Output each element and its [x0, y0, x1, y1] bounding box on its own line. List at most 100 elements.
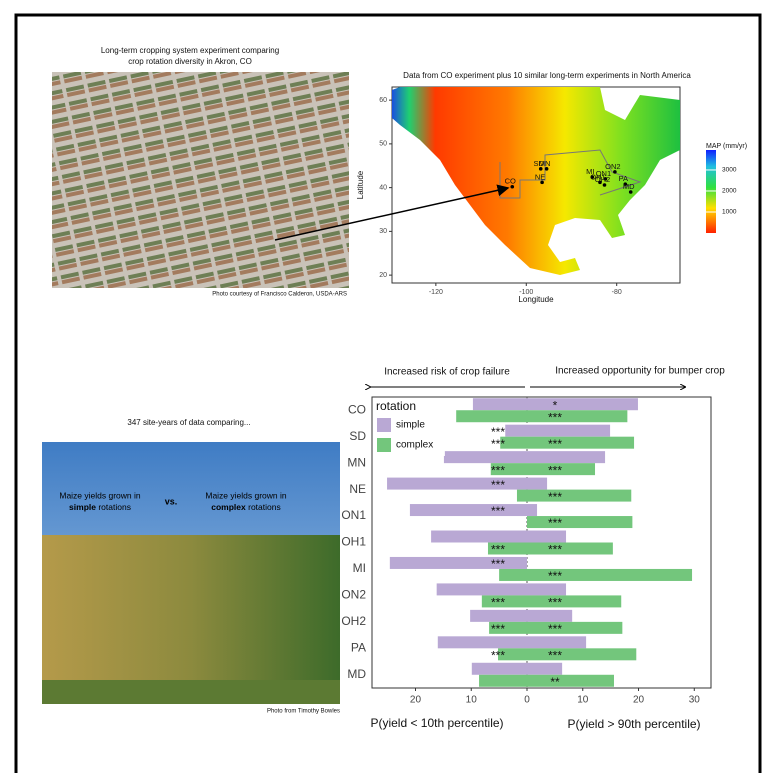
caption: Data from CO experiment plus 10 similar …	[403, 71, 691, 80]
site	[544, 167, 549, 171]
x-tick-label: 10	[577, 695, 589, 706]
significance: ***	[548, 437, 562, 451]
significance: *	[553, 398, 558, 412]
y-tick-label: NE	[349, 482, 366, 496]
bar	[499, 568, 693, 581]
site-label: NE	[535, 172, 545, 181]
bar	[479, 674, 614, 687]
vs: vs.	[165, 496, 178, 506]
x-tick-label: 10	[466, 695, 478, 706]
x-label: Longitude	[518, 295, 554, 304]
bar	[487, 542, 613, 555]
x-label: P(yield > 90th percentile)	[567, 717, 700, 731]
bar	[437, 636, 587, 649]
frame	[14, 13, 762, 773]
bar	[516, 489, 632, 502]
significance: ***	[491, 478, 505, 492]
y-tick-label: PA	[351, 640, 366, 654]
x-tick-label: -80	[612, 289, 622, 296]
site-label: MN	[539, 159, 551, 168]
significance: ***	[491, 504, 505, 518]
colorbar-label: 1000	[722, 209, 737, 216]
caption: Long-term cropping system experiment com…	[101, 46, 279, 55]
significance: ***	[491, 543, 505, 557]
y-tick-label: MD	[347, 667, 366, 681]
bar	[387, 477, 548, 490]
bar	[500, 436, 635, 449]
y-tick-label: ON1	[341, 508, 366, 522]
bar	[489, 621, 623, 634]
x-tick-label: 20	[633, 695, 645, 706]
bar	[505, 424, 611, 437]
y-tick-label: ON2	[341, 588, 366, 602]
bar	[409, 504, 538, 517]
photo-label: complex rotations	[211, 502, 280, 512]
site	[598, 180, 602, 185]
significance: ***	[548, 410, 562, 424]
significance: **	[550, 675, 560, 689]
legend-title: rotation	[376, 399, 416, 413]
significance: ***	[548, 543, 562, 557]
y-tick-label: OH1	[341, 535, 366, 549]
site-label: ON2	[605, 162, 620, 171]
bar	[470, 609, 573, 622]
bar	[498, 648, 637, 661]
significance: ***	[548, 569, 562, 583]
site-label: ON1	[596, 169, 611, 178]
y-tick-label: 20	[379, 272, 387, 279]
significance: ***	[491, 557, 505, 571]
bar	[471, 662, 563, 675]
bar	[527, 516, 633, 529]
significance: ***	[548, 596, 562, 610]
photo-label: Maize yields grown in	[59, 490, 141, 500]
legend-label: complex	[396, 440, 433, 451]
site-label: MI	[586, 167, 594, 176]
colorbar-title: MAP (mm/yr)	[706, 143, 747, 150]
credit: Photo courtesy of Francisco Calderon, US…	[212, 292, 347, 298]
bar	[490, 463, 596, 476]
site	[628, 190, 633, 194]
y-tick-label: 60	[379, 97, 387, 104]
x-tick-label: 30	[689, 695, 701, 706]
site	[590, 175, 595, 179]
text: rotations	[96, 502, 131, 512]
legend-swatch	[377, 438, 391, 452]
bar	[389, 556, 528, 569]
significance: ***	[491, 648, 505, 662]
y-tick-label: OH2	[341, 614, 366, 628]
y-tick-label: MN	[347, 455, 366, 469]
site	[613, 170, 617, 174]
site-label: OH2	[595, 175, 610, 184]
y-tick-label: 50	[379, 141, 387, 148]
significance: ***	[548, 463, 562, 477]
y-tick-label: 30	[379, 228, 387, 235]
bar	[472, 398, 638, 411]
colorbar-label: 3000	[722, 167, 737, 174]
text: rotations	[246, 502, 281, 512]
significance: ***	[548, 516, 562, 530]
land	[392, 87, 680, 275]
legend-swatch	[377, 418, 391, 432]
photo-label: simple rotations	[69, 502, 131, 512]
significance: ***	[491, 437, 505, 451]
site-label: MD	[623, 182, 635, 191]
caption: crop rotation diversity in Akron, CO	[128, 57, 252, 66]
site-label: CO	[505, 177, 516, 186]
bar	[481, 595, 622, 608]
bar	[443, 451, 606, 464]
caption: 347 site-years of data comparing...	[127, 418, 250, 427]
bar	[436, 583, 567, 596]
x-tick-label: -120	[429, 289, 443, 296]
photo-label: Maize yields grown in	[205, 490, 287, 500]
x-tick-label: 20	[410, 695, 422, 706]
colorbar	[706, 150, 716, 233]
bar	[456, 410, 628, 423]
state-lines	[499, 149, 642, 199]
bold: simple	[69, 502, 96, 512]
significance: ***	[548, 490, 562, 504]
y-tick-label: MI	[353, 561, 366, 575]
y-tick-label: 40	[379, 184, 387, 191]
aerial-photo	[52, 72, 349, 288]
x-tick-label: -100	[519, 289, 533, 296]
